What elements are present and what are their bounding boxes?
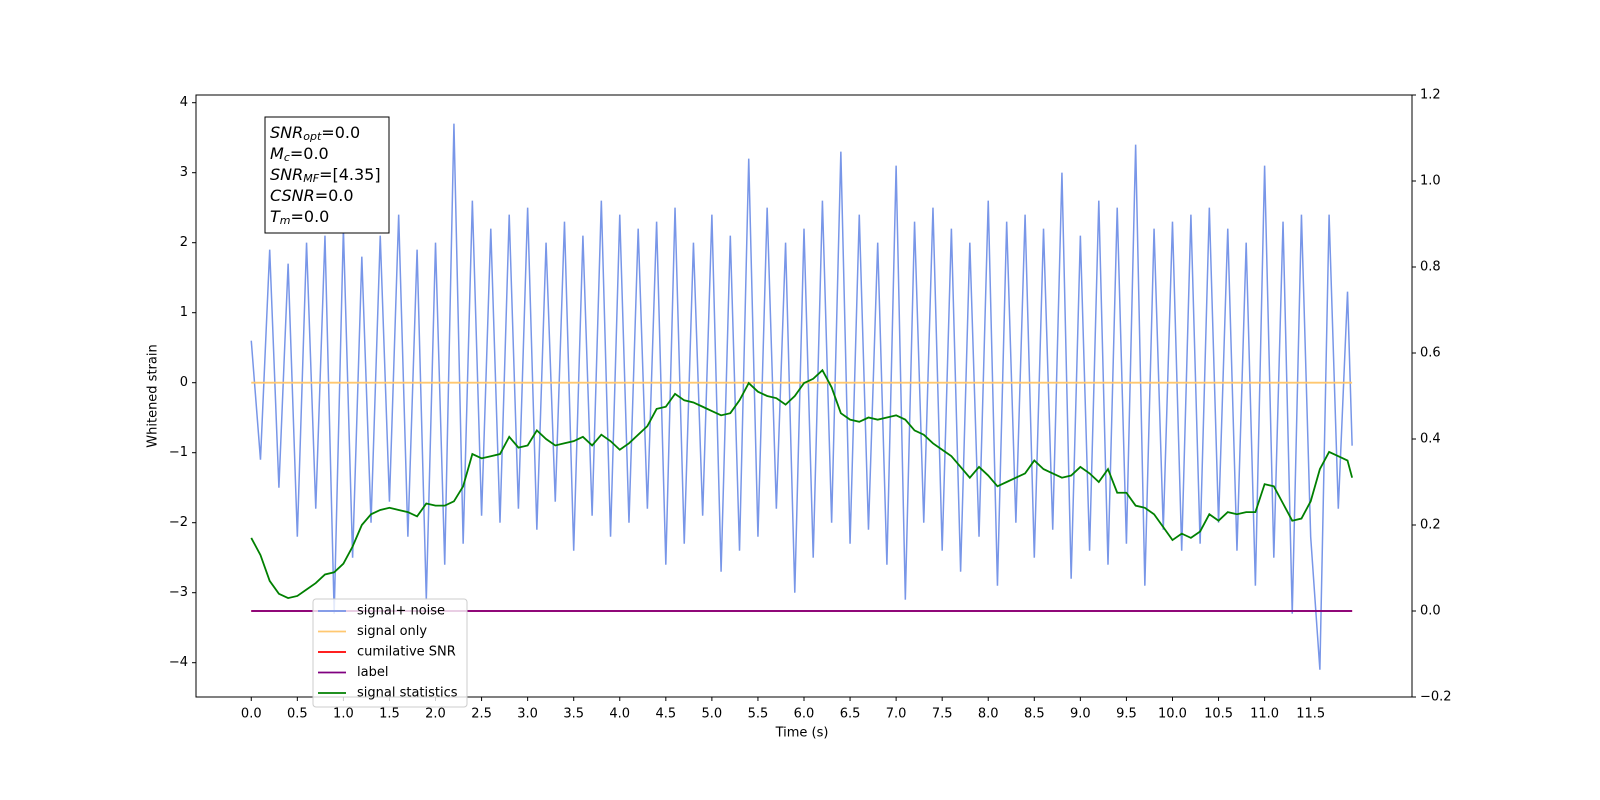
x-tick-label: 7.5 [932, 707, 953, 722]
series-line [250, 123, 1353, 670]
x-tick-label: 11.5 [1296, 707, 1325, 722]
x-tick-label: 0.5 [287, 707, 308, 722]
x-tick-label: 4.5 [655, 707, 676, 722]
annotation-subscript: opt [303, 130, 322, 143]
legend-label: signal statistics [357, 686, 458, 701]
annotation-symbol: SNR [270, 165, 303, 184]
annotation-line: Tm=0.0 [270, 207, 329, 228]
y-tick-label: 0 [180, 375, 188, 390]
annotation-subscript: c [284, 151, 290, 164]
annotation-symbol: M [270, 144, 284, 163]
annotation-subscript: MF [303, 172, 319, 185]
annotation-symbol: T [270, 207, 281, 226]
y2-tick-label: 1.2 [1420, 88, 1441, 103]
x-tick-label: 6.5 [840, 707, 861, 722]
annotation-line: SNRopt=0.0 [270, 123, 360, 144]
legend-label: cumilative SNR [357, 645, 456, 660]
y2-tick-label: 0.0 [1420, 604, 1441, 619]
y2-tick-label: 1.0 [1420, 174, 1441, 189]
x-tick-label: 8.0 [978, 707, 999, 722]
x-tick-label: 9.0 [1070, 707, 1091, 722]
x-tick-label: 8.5 [1024, 707, 1045, 722]
x-tick-label: 10.5 [1204, 707, 1233, 722]
legend: signal+ noise signal only cumilative SNR la… [312, 598, 468, 708]
x-tick-label: 9.5 [1116, 707, 1137, 722]
y-tick-label: 1 [180, 305, 188, 320]
y-tick-label: −2 [169, 515, 188, 530]
y-tick-label: −4 [169, 655, 188, 670]
series-line [250, 368, 1353, 600]
y-tick-label: 4 [180, 95, 188, 110]
y-tick-label: −1 [169, 445, 188, 460]
annotation-value: =0.0 [290, 144, 329, 163]
y2-tick-label: 0.8 [1420, 260, 1441, 275]
x-tick-label: 3.0 [517, 707, 538, 722]
annotation-line: SNRMF=[4.35] [270, 165, 381, 186]
x-tick-label: 1.0 [333, 707, 354, 722]
x-tick-label: 4.0 [609, 707, 630, 722]
y-tick-label: 3 [180, 165, 188, 180]
annotation-value: =0.0 [291, 207, 330, 226]
legend-label: signal only [357, 624, 427, 639]
x-tick-label: 2.0 [425, 707, 446, 722]
annotation-symbol: CSNR [270, 186, 315, 205]
legend-frame [312, 598, 468, 708]
y-tick-label: 2 [180, 235, 188, 250]
x-tick-label: 0.0 [241, 707, 262, 722]
x-tick-label: 5.5 [748, 707, 769, 722]
annotation-value: =0.0 [315, 186, 354, 205]
annotation-box: SNRopt=0.0Mc=0.0SNRMF=[4.35]CSNR=0.0Tm=0… [264, 116, 390, 234]
y2-tick-label: 0.2 [1420, 518, 1441, 533]
annotation-line: Mc=0.0 [270, 144, 329, 165]
x-tick-label: 10.0 [1158, 707, 1187, 722]
x-tick-label: 5.0 [702, 707, 723, 722]
x-tick-label: 11.0 [1250, 707, 1279, 722]
y2-tick-label: −0.2 [1420, 690, 1452, 705]
annotation-value: =[4.35] [319, 165, 381, 184]
x-tick-label: 2.5 [471, 707, 492, 722]
legend-label: signal+ noise [357, 604, 445, 619]
annotation-subscript: m [280, 214, 291, 227]
annotation-symbol: SNR [270, 123, 303, 142]
y-tick-label: −3 [169, 585, 188, 600]
y2-tick-label: 0.6 [1420, 346, 1441, 361]
x-axis-label: Time (s) [775, 726, 829, 741]
y-axis-label: Whitened strain [146, 344, 161, 447]
x-tick-label: 1.5 [379, 707, 400, 722]
x-tick-label: 3.5 [563, 707, 584, 722]
x-tick-label: 7.0 [886, 707, 907, 722]
annotation-value: =0.0 [321, 123, 360, 142]
y2-tick-label: 0.4 [1420, 432, 1441, 447]
legend-label: label [357, 665, 388, 680]
annotation-frame [264, 116, 390, 234]
annotation-line: CSNR=0.0 [270, 186, 354, 205]
x-tick-label: 6.0 [794, 707, 815, 722]
